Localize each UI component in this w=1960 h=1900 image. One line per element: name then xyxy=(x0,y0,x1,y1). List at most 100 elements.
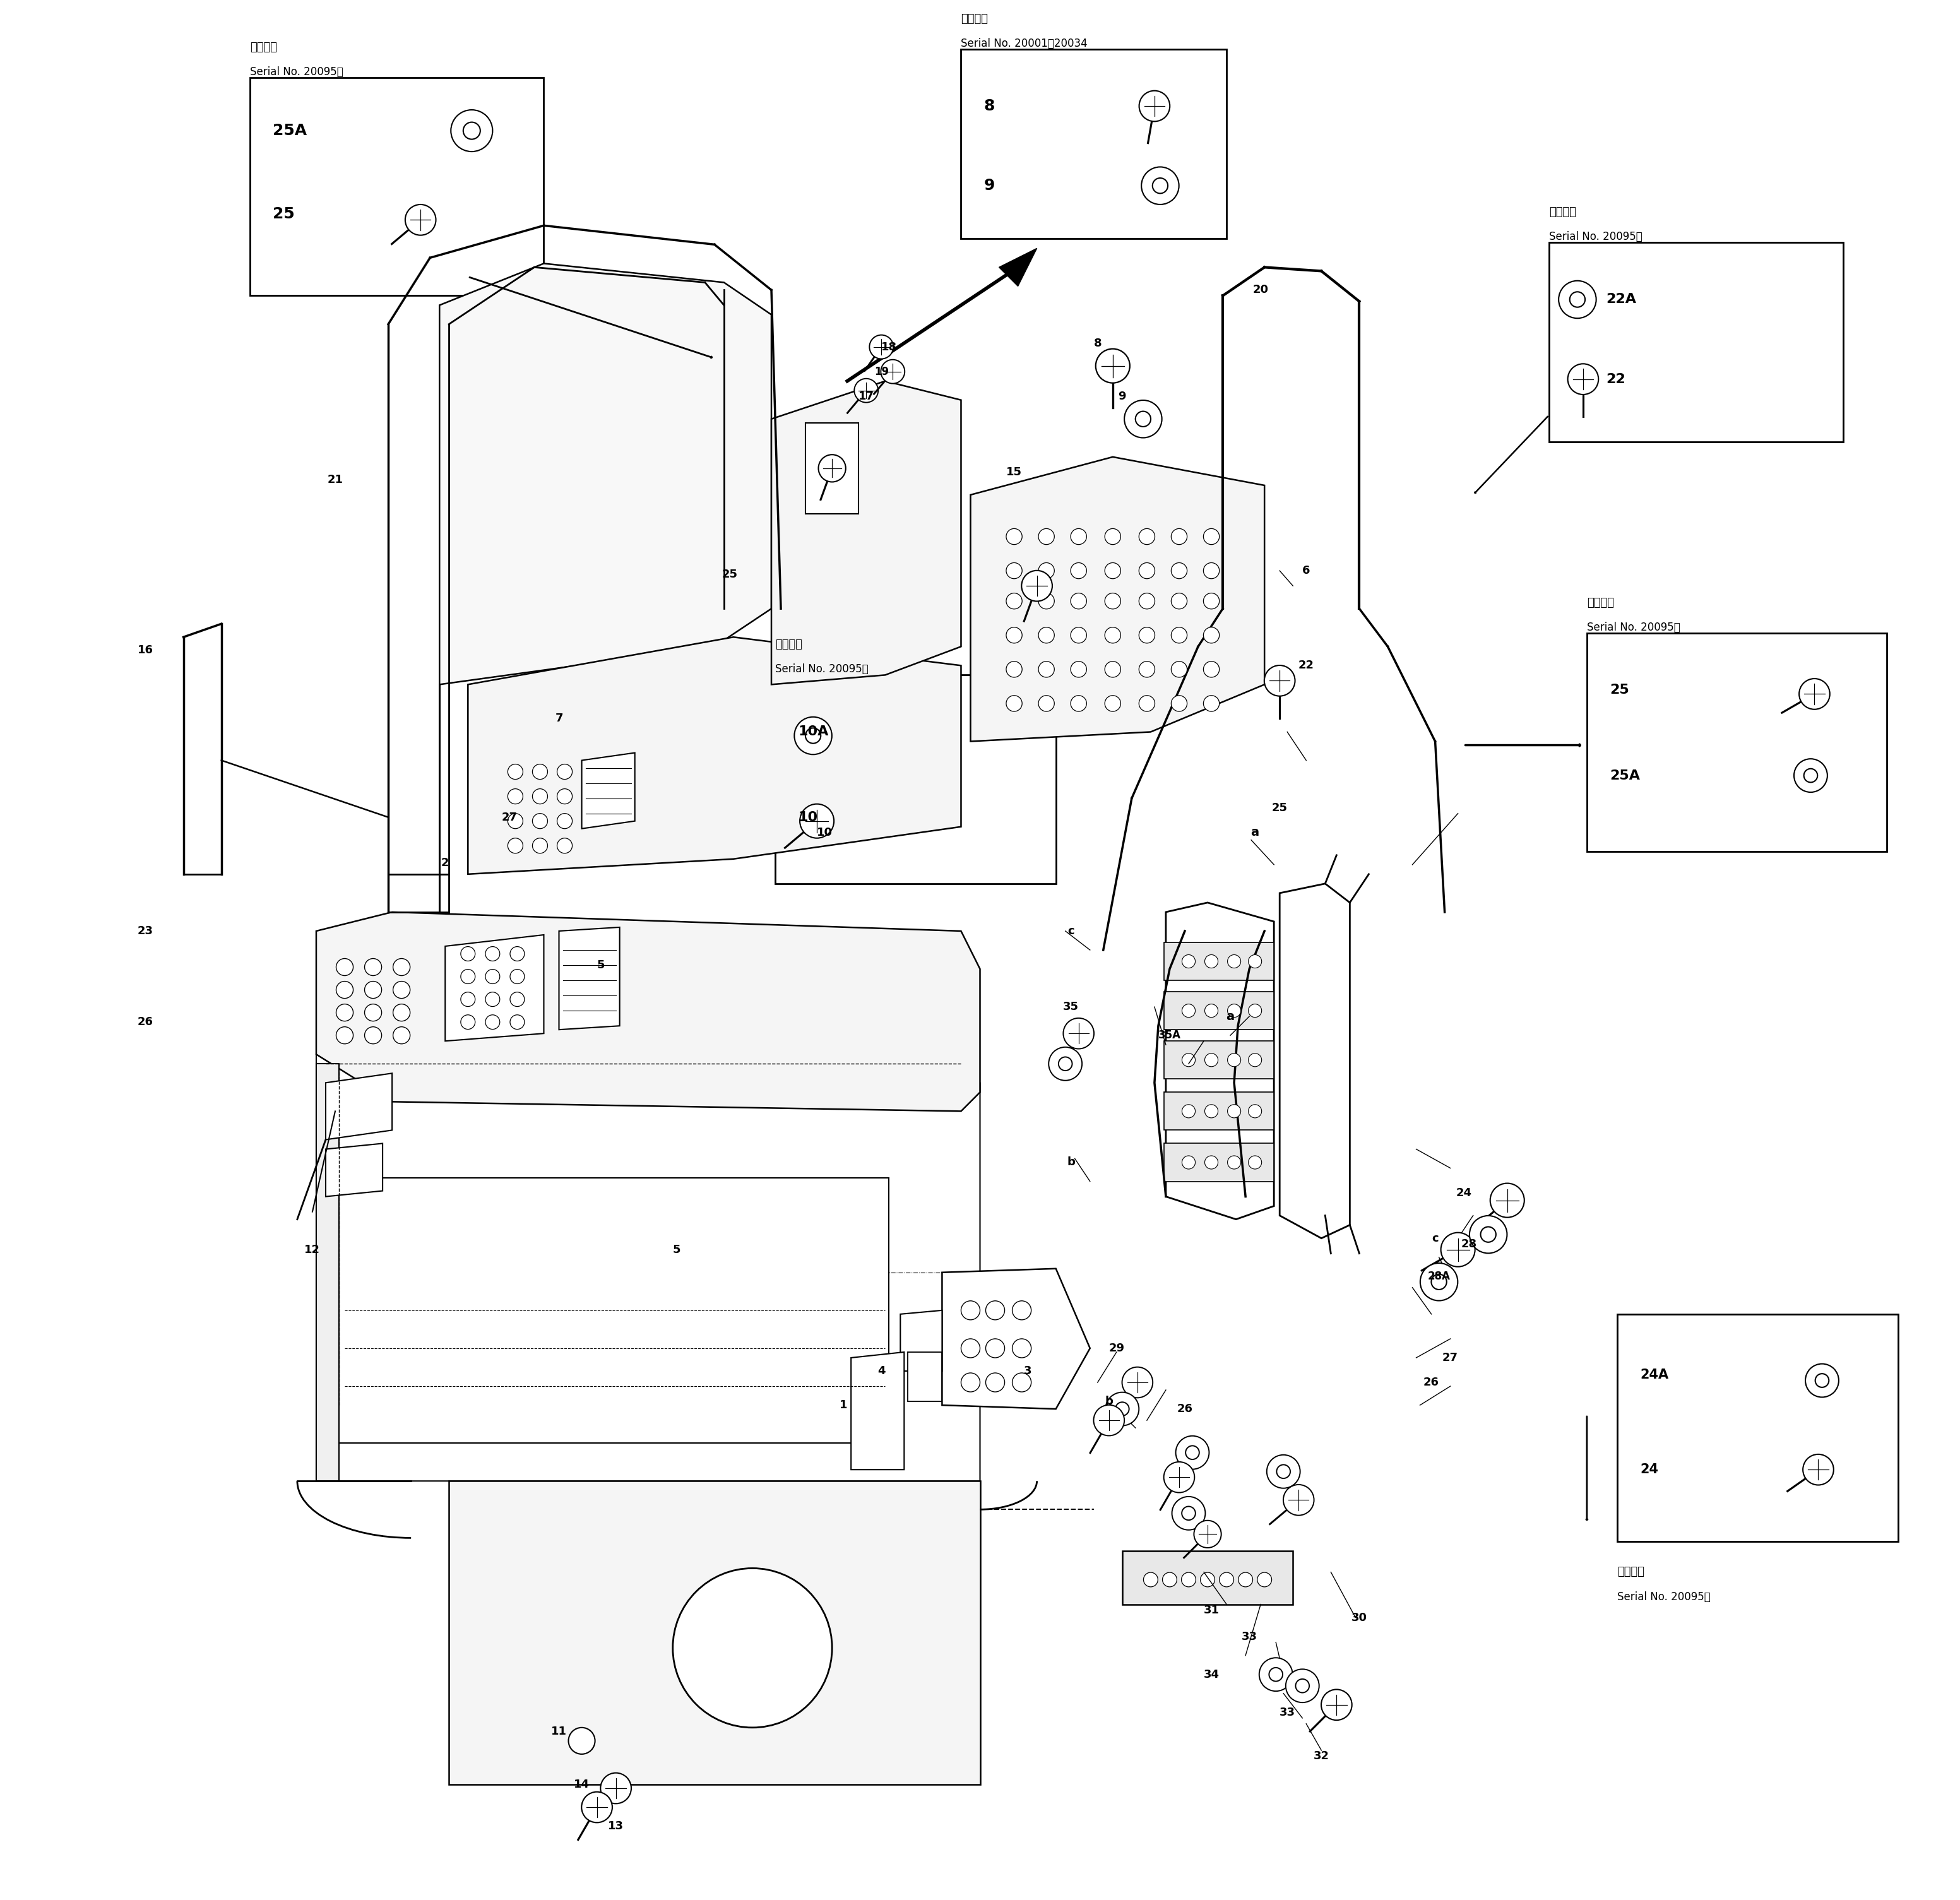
Circle shape xyxy=(1186,1446,1200,1459)
Circle shape xyxy=(794,716,831,754)
Circle shape xyxy=(486,992,500,1007)
Circle shape xyxy=(1105,695,1121,711)
Polygon shape xyxy=(1123,1550,1294,1604)
Text: 30: 30 xyxy=(1350,1611,1368,1623)
Circle shape xyxy=(1164,1461,1194,1493)
Bar xyxy=(907,1353,943,1402)
Text: 25: 25 xyxy=(1609,684,1629,697)
Circle shape xyxy=(855,378,878,403)
Text: 28A: 28A xyxy=(1427,1271,1450,1282)
Circle shape xyxy=(394,1026,410,1043)
Text: 5: 5 xyxy=(672,1245,680,1256)
Circle shape xyxy=(1182,1155,1196,1168)
Polygon shape xyxy=(1164,942,1274,980)
Circle shape xyxy=(1480,1227,1495,1243)
Polygon shape xyxy=(316,1064,339,1480)
Text: 8: 8 xyxy=(1094,338,1102,350)
Circle shape xyxy=(1568,363,1599,395)
Circle shape xyxy=(880,359,906,384)
Text: 23: 23 xyxy=(137,925,153,937)
Circle shape xyxy=(1321,1689,1352,1720)
Circle shape xyxy=(1227,1003,1241,1016)
Circle shape xyxy=(1203,528,1219,545)
Text: c: c xyxy=(1068,925,1074,937)
Circle shape xyxy=(1200,1573,1215,1586)
Circle shape xyxy=(1070,562,1086,580)
Circle shape xyxy=(1039,593,1054,610)
Circle shape xyxy=(335,958,353,975)
Circle shape xyxy=(486,1015,500,1030)
Circle shape xyxy=(1121,1366,1152,1398)
Circle shape xyxy=(1162,1573,1176,1586)
Polygon shape xyxy=(445,935,543,1041)
Circle shape xyxy=(1115,1402,1129,1416)
Text: b: b xyxy=(1066,1157,1076,1168)
Circle shape xyxy=(486,946,500,961)
Circle shape xyxy=(1570,293,1586,308)
Text: 35: 35 xyxy=(1062,1001,1078,1013)
Text: 2: 2 xyxy=(441,857,449,868)
Bar xyxy=(339,1178,890,1444)
Polygon shape xyxy=(582,752,635,828)
Circle shape xyxy=(1431,1275,1446,1290)
Circle shape xyxy=(1194,1520,1221,1548)
Circle shape xyxy=(1005,627,1021,642)
Text: 26: 26 xyxy=(137,1017,153,1028)
Bar xyxy=(1588,633,1887,851)
Circle shape xyxy=(1264,665,1296,695)
Polygon shape xyxy=(468,636,960,874)
Circle shape xyxy=(1139,695,1154,711)
Text: Serial No. 20001～20034: Serial No. 20001～20034 xyxy=(960,38,1088,49)
Text: 適用号機: 適用号機 xyxy=(774,638,802,650)
Circle shape xyxy=(1139,627,1154,642)
Text: 29: 29 xyxy=(1109,1343,1125,1355)
Circle shape xyxy=(1239,1573,1252,1586)
Circle shape xyxy=(1268,1668,1282,1682)
Text: 26: 26 xyxy=(1176,1404,1194,1416)
Circle shape xyxy=(486,969,500,984)
Circle shape xyxy=(1803,770,1817,783)
Bar xyxy=(806,424,858,513)
Circle shape xyxy=(1227,954,1241,967)
Circle shape xyxy=(1182,1104,1196,1117)
Circle shape xyxy=(870,334,894,359)
Circle shape xyxy=(510,946,525,961)
Text: 7: 7 xyxy=(555,712,563,724)
Circle shape xyxy=(672,1568,833,1727)
Text: 35A: 35A xyxy=(1158,1030,1182,1041)
Polygon shape xyxy=(325,1144,382,1197)
Circle shape xyxy=(1805,1364,1838,1396)
Text: 24A: 24A xyxy=(1641,1368,1668,1381)
Circle shape xyxy=(1793,758,1827,792)
Text: 12: 12 xyxy=(304,1245,319,1256)
Text: 8: 8 xyxy=(984,99,996,114)
Circle shape xyxy=(1070,593,1086,610)
Circle shape xyxy=(1039,528,1054,545)
Circle shape xyxy=(960,1339,980,1358)
Circle shape xyxy=(1256,1573,1272,1586)
Polygon shape xyxy=(325,1074,392,1140)
Text: Serial No. 20095～: Serial No. 20095～ xyxy=(249,67,343,78)
Circle shape xyxy=(1296,1680,1309,1693)
Circle shape xyxy=(1105,528,1121,545)
Text: 適用号機: 適用号機 xyxy=(1617,1566,1644,1577)
Circle shape xyxy=(533,838,547,853)
Circle shape xyxy=(1105,593,1121,610)
Bar xyxy=(1617,1315,1897,1541)
Bar xyxy=(774,674,1056,884)
Circle shape xyxy=(1205,954,1217,967)
Circle shape xyxy=(1799,678,1831,709)
Circle shape xyxy=(1815,1374,1829,1387)
Circle shape xyxy=(1441,1233,1476,1267)
Text: 10: 10 xyxy=(817,826,833,838)
Polygon shape xyxy=(900,1311,943,1372)
Text: 9: 9 xyxy=(984,179,996,194)
Circle shape xyxy=(1203,627,1219,642)
Text: c: c xyxy=(1433,1233,1439,1244)
Text: 4: 4 xyxy=(878,1366,886,1378)
Text: 13: 13 xyxy=(608,1820,623,1832)
Circle shape xyxy=(1172,661,1188,676)
Polygon shape xyxy=(1280,884,1350,1239)
Polygon shape xyxy=(316,1049,980,1480)
Text: 適用号機: 適用号機 xyxy=(249,42,276,53)
